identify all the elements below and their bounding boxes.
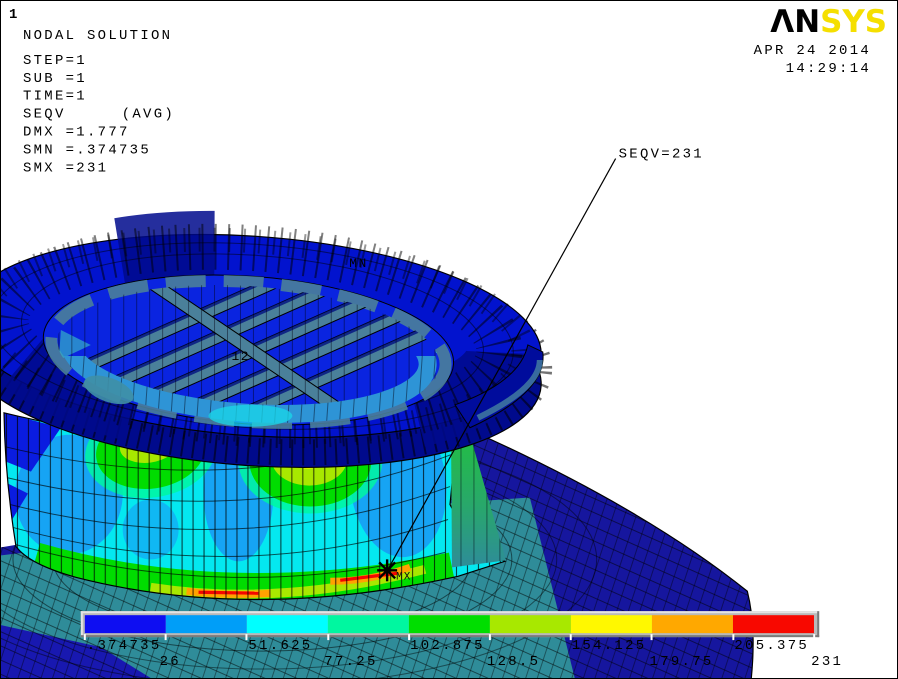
legend-segment xyxy=(165,615,247,634)
legend-segment xyxy=(489,615,571,634)
flange-ring xyxy=(1,210,553,469)
hud-layer: 1 NODAL SOLUTION STEP=1 SUB =1 TIME=1 SE… xyxy=(9,4,887,177)
ansys-logo-yellow: SYS xyxy=(820,4,887,40)
annotation-layer: MX MN 12 SEQV=231 xyxy=(231,147,704,584)
legend-label: 179.75 xyxy=(650,654,714,670)
legend-label: 231 xyxy=(811,654,843,670)
legend-frame-shadow xyxy=(817,611,820,638)
legend-label: 102.875 xyxy=(410,638,485,654)
min-marker-label: MN xyxy=(349,256,368,271)
legend-segment xyxy=(84,615,166,634)
flange-circ-line xyxy=(1,242,514,430)
node-number-label: 12 xyxy=(231,349,250,364)
legend-label: 128.5 xyxy=(487,654,540,670)
max-marker-star xyxy=(377,559,398,582)
nozzle-neck-mesh xyxy=(450,427,506,568)
legend-segment xyxy=(732,615,814,634)
solution-line: SMX =231 xyxy=(23,161,108,177)
solution-line: SUB =1 xyxy=(23,71,87,87)
opening-step-ring xyxy=(45,275,452,429)
legend-ticks xyxy=(83,634,816,641)
solution-line: STEP=1 xyxy=(23,53,87,69)
legend-label: 77.25 xyxy=(324,654,377,670)
legend-segment xyxy=(327,615,409,634)
solution-line: SMN =.374735 xyxy=(23,143,151,159)
legend-segment xyxy=(570,615,652,634)
inner-wall-crescent xyxy=(60,355,437,427)
legend-frame-highlight xyxy=(80,611,820,614)
legend-label: 205.375 xyxy=(734,638,809,654)
legend-label: 154.125 xyxy=(572,638,647,654)
legend-frame-shadow xyxy=(80,635,820,638)
legend-segments xyxy=(84,615,814,634)
flange-radial-mesh-outer xyxy=(1,227,536,445)
flange-lip-step xyxy=(476,359,543,421)
legend-segment xyxy=(651,615,733,634)
legend-segment xyxy=(408,615,490,634)
ansys-logo-black: ΛN xyxy=(770,4,820,40)
max-marker-label: MX xyxy=(396,571,411,583)
legend-labels: .374735 51.625 102.875 154.125 205.375 2… xyxy=(87,638,843,670)
contour-legend: .374735 51.625 102.875 154.125 205.375 2… xyxy=(80,611,843,670)
stress-callout-label: SEQV=231 xyxy=(619,147,704,163)
solution-line: SEQV xyxy=(23,107,66,123)
time-label: 14:29:14 xyxy=(786,61,871,77)
legend-segment xyxy=(246,615,328,634)
solution-line-avg: (AVG) xyxy=(122,107,175,123)
window-id-label: 1 xyxy=(9,7,17,23)
flange-radial-mesh xyxy=(1,223,523,449)
solution-title: NODAL SOLUTION xyxy=(23,28,172,44)
legend-label: 51.625 xyxy=(248,638,312,654)
legend-frame-highlight xyxy=(80,611,83,638)
legend-label: 26 xyxy=(160,654,181,670)
date-label: APR 24 2014 xyxy=(754,43,871,59)
callout-leader-line xyxy=(388,158,617,568)
solution-line: DMX =1.777 xyxy=(23,125,130,141)
solution-line: TIME=1 xyxy=(23,89,87,105)
legend-label: .374735 xyxy=(87,638,162,654)
ansys-logo: ΛNSYS xyxy=(770,4,887,40)
solution-info-block: NODAL SOLUTION STEP=1 SUB =1 TIME=1 SEQV… xyxy=(23,28,175,177)
